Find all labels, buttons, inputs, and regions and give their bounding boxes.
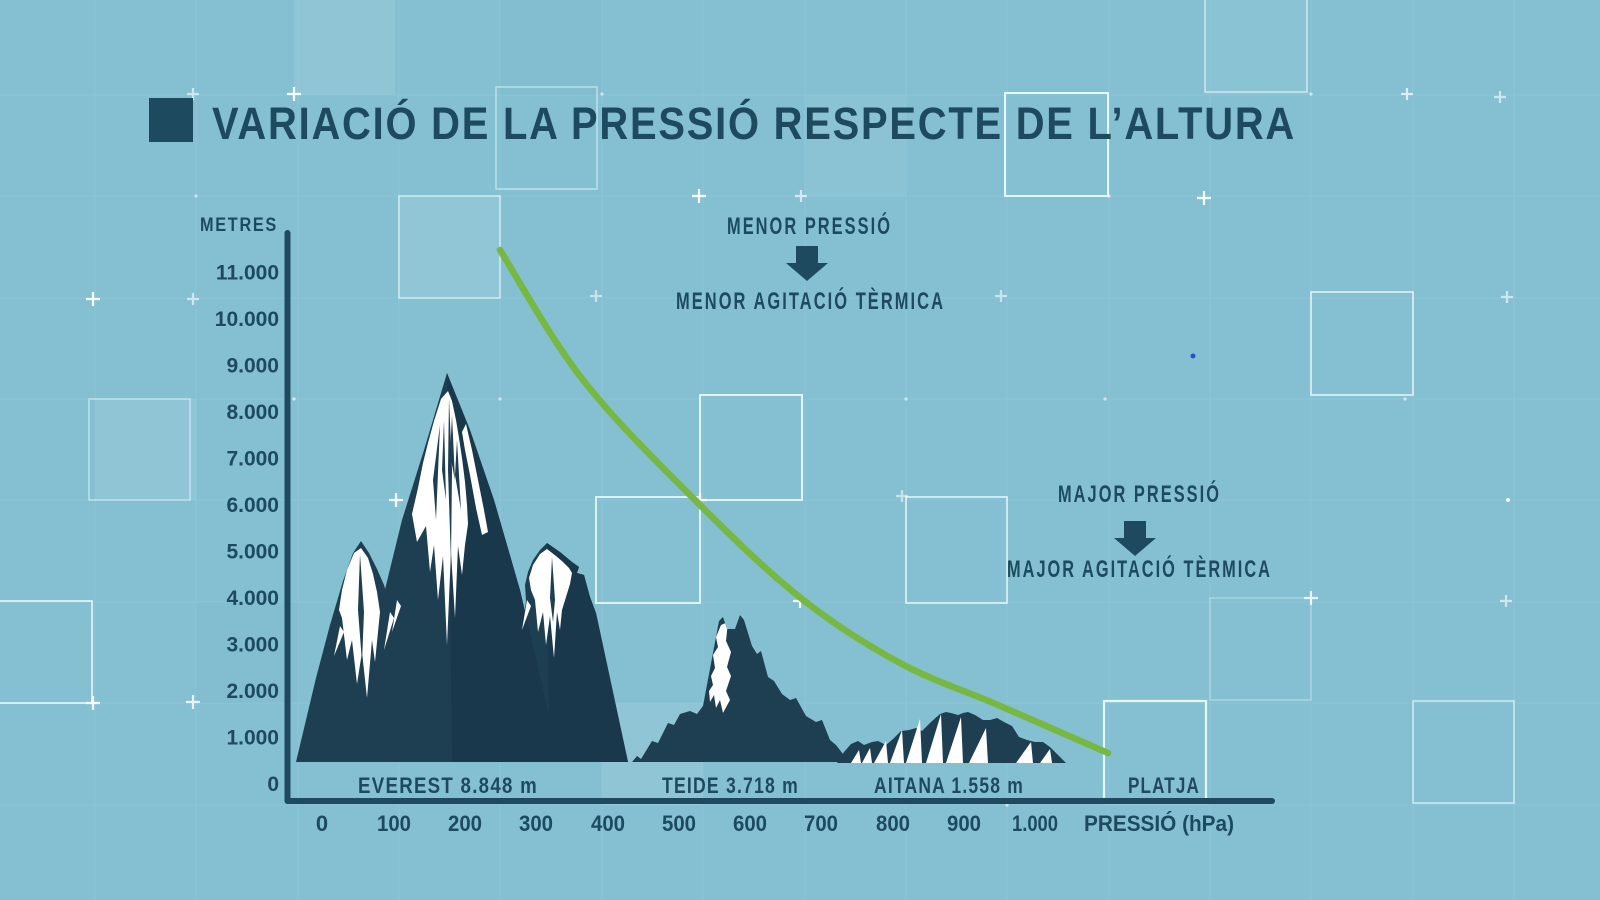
svg-text:VARIACIÓ DE LA PRESSIÓ RESPECT: VARIACIÓ DE LA PRESSIÓ RESPECTE DE L’ALT… [212, 98, 1296, 149]
svg-text:11.000: 11.000 [216, 262, 279, 285]
svg-text:METRES: METRES [200, 215, 278, 236]
svg-text:8.000: 8.000 [226, 401, 279, 424]
svg-text:PRESSIÓ (hPa): PRESSIÓ (hPa) [1084, 811, 1234, 836]
svg-text:9.000: 9.000 [226, 355, 279, 378]
svg-text:1.000: 1.000 [226, 727, 279, 750]
svg-text:3.000: 3.000 [226, 634, 279, 657]
svg-text:500: 500 [662, 811, 696, 836]
svg-text:AITANA 1.558 m: AITANA 1.558 m [874, 773, 1024, 798]
svg-text:7.000: 7.000 [226, 448, 279, 471]
svg-text:6.000: 6.000 [226, 494, 279, 517]
svg-text:MENOR AGITACIÓ TÈRMICA: MENOR AGITACIÓ TÈRMICA [676, 287, 945, 315]
svg-text:0: 0 [267, 773, 279, 796]
svg-text:EVEREST 8.848 m: EVEREST 8.848 m [358, 773, 538, 798]
svg-text:MAJOR AGITACIÓ TÈRMICA: MAJOR AGITACIÓ TÈRMICA [1007, 555, 1272, 583]
svg-text:5.000: 5.000 [226, 541, 279, 564]
svg-text:400: 400 [591, 811, 625, 836]
svg-text:1.000: 1.000 [1012, 811, 1058, 836]
svg-text:4.000: 4.000 [226, 587, 279, 610]
svg-text:600: 600 [733, 811, 767, 836]
svg-text:MAJOR PRESSIÓ: MAJOR PRESSIÓ [1058, 480, 1221, 508]
svg-text:2.000: 2.000 [226, 680, 279, 703]
svg-text:10.000: 10.000 [215, 308, 279, 331]
svg-text:900: 900 [947, 811, 981, 836]
svg-text:PLATJA: PLATJA [1128, 773, 1200, 798]
svg-text:MENOR PRESSIÓ: MENOR PRESSIÓ [727, 212, 892, 240]
svg-text:300: 300 [519, 811, 553, 836]
svg-text:800: 800 [876, 811, 910, 836]
svg-text:700: 700 [804, 811, 838, 836]
svg-text:0: 0 [316, 811, 328, 836]
svg-text:TEIDE 3.718 m: TEIDE 3.718 m [662, 773, 799, 798]
svg-text:200: 200 [448, 811, 482, 836]
svg-text:100: 100 [377, 811, 411, 836]
